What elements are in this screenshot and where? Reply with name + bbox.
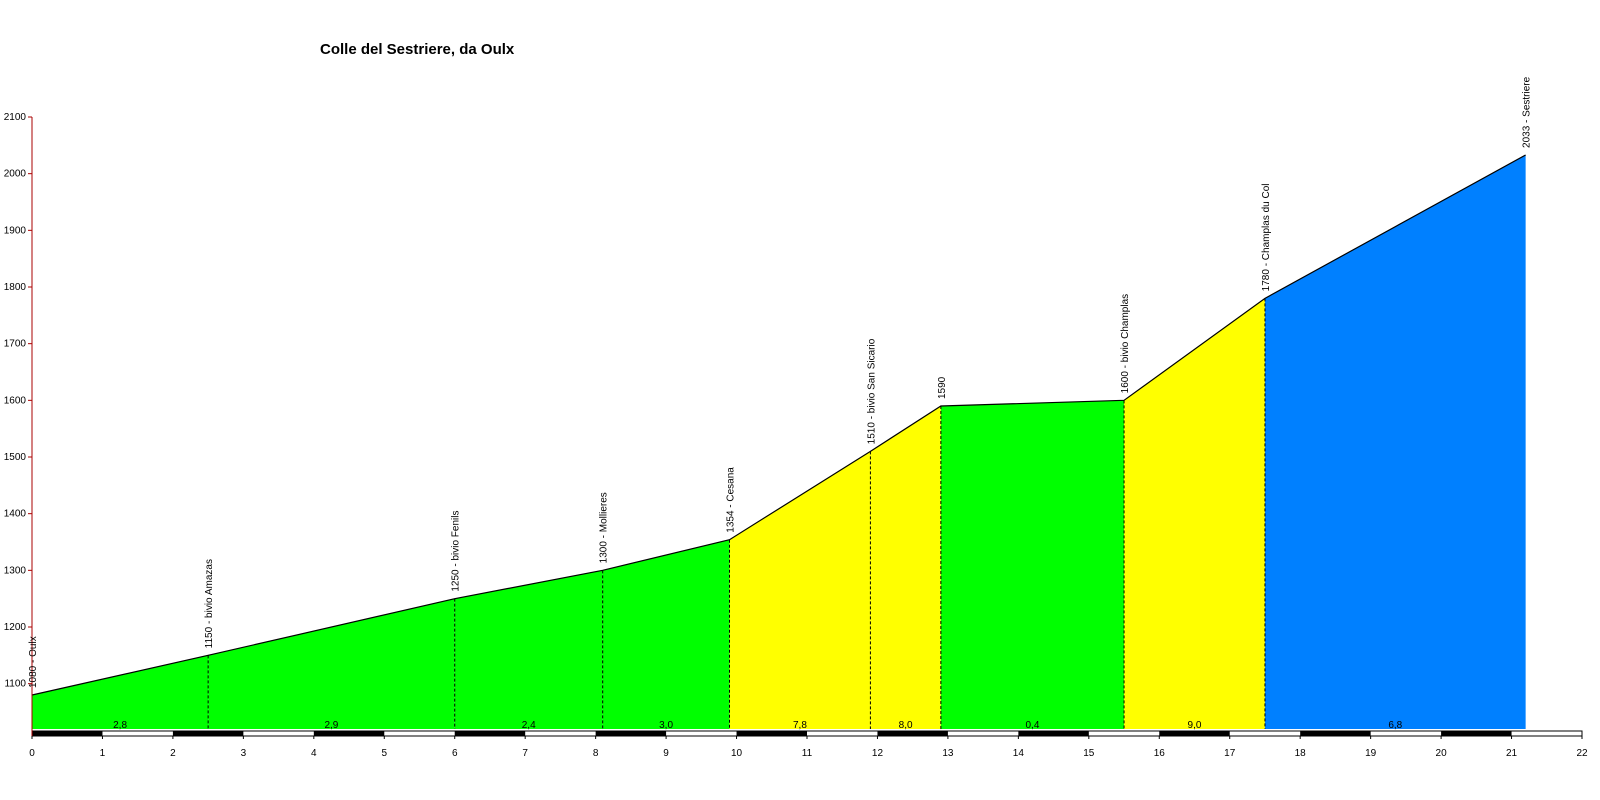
x-tick-label-11: 11 [802,748,813,759]
y-axis: 1100 1200 1300 1400 1500 1600 1700 1800 1900 2000… [4,112,33,736]
y-tick-label-1600: 1600 [4,395,27,406]
x-tick-label-22: 22 [1576,748,1588,759]
point-labels: 1080 - Oulx 1150 - bivio Amazas 1250 - biv… [28,76,1533,688]
point-label-10: 2033 - Sestriere [1522,76,1533,148]
y-tick-label-1900: 1900 [4,225,27,236]
x-tick-label-19: 19 [1365,748,1377,759]
x-tick-label-10: 10 [731,748,743,759]
x-tick-label-21: 21 [1506,748,1518,759]
ruler-block-8 [595,731,667,736]
x-tick-label-20: 20 [1436,748,1448,759]
point-label-1: 1080 - Oulx [28,636,39,688]
grade-label-8: 9,0 [1188,720,1202,731]
x-tick-label-15: 15 [1083,748,1095,759]
grade-label-5: 7,8 [793,720,807,731]
x-tick-label-9: 9 [663,748,669,759]
grade-label-6: 8,0 [899,720,913,731]
x-tick-label-2: 2 [170,748,176,759]
grade-label-7: 0,4 [1026,720,1040,731]
x-tick-label-14: 14 [1013,748,1025,759]
point-label-9: 1780 - Champlas du Col [1261,183,1272,291]
segment-fill-4 [602,539,730,729]
grade-label-9: 6,8 [1388,720,1402,731]
grade-label-4: 3,0 [659,720,673,731]
x-tick-label-1: 1 [100,748,106,759]
x-tick-label-3: 3 [241,748,247,759]
segment-fill-1 [32,655,209,729]
point-label-3: 1250 - bivio Fenils [451,511,462,592]
ruler-block-20 [1441,731,1512,736]
point-label-2: 1150 - bivio Amazas [204,559,215,648]
segment-fills [32,154,1526,729]
x-tick-label-5: 5 [381,748,387,759]
point-label-5: 1354 - Cesana [726,467,737,533]
x-tick-label-6: 6 [452,748,458,759]
grade-label-1: 2,8 [113,720,127,731]
x-axis: 0 1 2 3 4 5 6 7 8 9 10 11 12 13 14 15 16 17 18 19 20 21 22 [29,736,1588,759]
x-tick-label-13: 13 [942,748,954,759]
y-tick-label-1500: 1500 [4,452,27,463]
grade-label-2: 2,9 [324,720,338,731]
ruler-block-14 [1018,731,1089,736]
point-label-6: 1510 - bivio San Sicario [866,338,877,444]
segment-dividers [207,298,1266,729]
x-tick-label-18: 18 [1295,748,1307,759]
x-tick-label-4: 4 [311,748,317,759]
segment-fill-8 [1124,298,1265,729]
point-label-4: 1300 - Mollieres [599,492,610,563]
y-tick-label-1200: 1200 [4,622,27,633]
segment-fill-9 [1264,154,1526,729]
distance-ruler [31,730,1583,737]
x-tick-label-17: 17 [1224,748,1236,759]
ruler-block-16 [1159,731,1230,736]
grade-labels: 2,8 2,9 2,4 3,0 7,8 8,0 0,4 9,0 6,8 [113,720,1403,731]
segment-fill-2 [208,598,455,729]
ruler-block-2 [172,731,244,736]
y-tick-label-1700: 1700 [4,339,27,350]
segment-fill-5 [729,451,871,729]
y-tick-label-2000: 2000 [4,169,27,180]
y-tick-label-1300: 1300 [4,565,27,576]
point-label-7: 1590 [937,376,948,399]
x-tick-label-8: 8 [593,748,599,759]
ruler-block-4 [313,731,385,736]
ruler-block-18 [1300,731,1371,736]
y-tick-label-2100: 2100 [4,112,27,123]
ruler-block-10 [736,731,807,736]
segment-fill-6 [870,406,941,729]
x-tick-label-12: 12 [872,748,884,759]
x-tick-label-16: 16 [1154,748,1166,759]
profile-line [31,154,1526,696]
ruler-block-6 [454,731,526,736]
point-label-8: 1600 - bivio Champlas [1120,294,1131,394]
grade-label-3: 2,4 [522,720,536,731]
x-tick-label-0: 0 [29,748,35,759]
profile-line-group [31,154,1526,696]
y-tick-label-1100: 1100 [4,679,26,690]
x-tick-label-7: 7 [522,748,528,759]
chart-title: Colle del Sestriere, da Oulx [320,41,515,58]
segment-fill-7 [940,400,1125,729]
y-tick-label-1400: 1400 [4,509,27,520]
ruler-block-0 [32,731,103,736]
segment-fill-3 [454,570,603,729]
y-tick-label-1800: 1800 [4,282,27,293]
ruler-block-12 [877,731,948,736]
